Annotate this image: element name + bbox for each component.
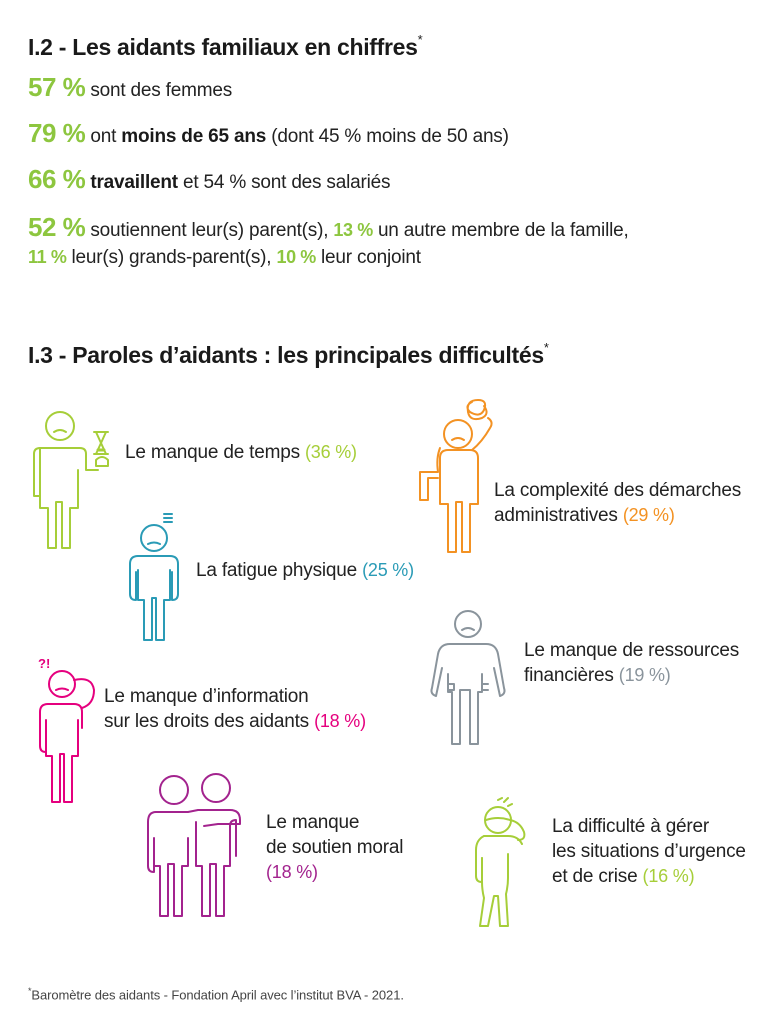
footnote: *Baromètre des aidants - Fondation April…	[28, 986, 404, 1003]
questioning-person-icon: ?!	[26, 654, 98, 806]
empty-pockets-person-icon	[428, 606, 508, 748]
hourglass-person-icon	[26, 408, 116, 553]
stat-percentage: 52 %	[28, 212, 86, 242]
stat-work: 66 % travaillent et 54 % sont des salari…	[28, 164, 391, 194]
stat-percentage: 79 %	[28, 118, 86, 148]
difficulty-finance: Le manque de ressources financières (19 …	[524, 640, 740, 686]
difficulty-information: Le manque d’information sur les droits d…	[104, 686, 366, 732]
section-title-i2: I.2 - Les aidants familiaux en chiffres*	[28, 32, 423, 60]
stressed-person-icon	[462, 796, 542, 932]
difficulty-admin: La complexité des démarches administrati…	[494, 480, 742, 526]
difficulty-fatigue: La fatigue physique (25 %)	[196, 560, 414, 581]
two-people-hugging-icon	[138, 772, 254, 922]
stat-support-line1: 52 % soutiennent leur(s) parent(s), 13 %…	[28, 212, 629, 242]
difficulty-moral-support: Le manque de soutien moral (18 %)	[266, 812, 404, 882]
section-title-i3: I.3 - Paroles d’aidants : les principale…	[28, 340, 549, 368]
stat-percentage: 57 %	[28, 72, 86, 102]
stat-support-line2: 11 % leur(s) grands-parent(s), 10 % leur…	[28, 247, 421, 268]
stat-percentage: 66 %	[28, 164, 86, 194]
tired-person-icon	[118, 510, 190, 648]
difficulty-emergencies: La difficulté à gérer les situations d’u…	[552, 816, 746, 887]
stat-women: 57 % sont des femmes	[28, 72, 233, 102]
svg-text:?!: ?!	[38, 656, 50, 671]
difficulty-time: Le manque de temps (36 %)	[125, 442, 357, 463]
confused-person-icon	[412, 396, 504, 561]
stat-age: 79 % ont moins de 65 ans (dont 45 % moin…	[28, 118, 509, 148]
